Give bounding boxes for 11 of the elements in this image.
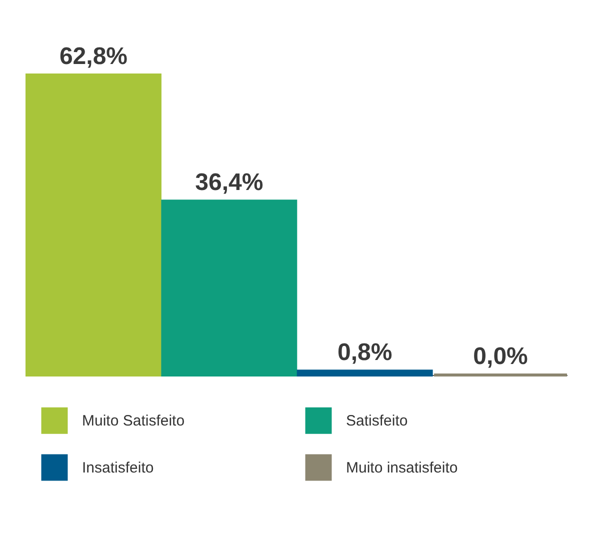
data-label: 0,8%: [337, 339, 392, 366]
data-label: 36,4%: [195, 169, 264, 196]
legend-label: Satisfeito: [346, 412, 408, 430]
data-label: 0,0%: [473, 343, 528, 370]
legend-label: Muito Satisfeito: [82, 412, 185, 430]
legend-label: Insatisfeito: [82, 460, 154, 476]
bar: [161, 200, 298, 376]
legend-label: Muito insatisfeito: [346, 460, 458, 476]
data-label: 62,8%: [59, 43, 128, 70]
bar: [26, 74, 162, 376]
bar: [296, 370, 433, 376]
